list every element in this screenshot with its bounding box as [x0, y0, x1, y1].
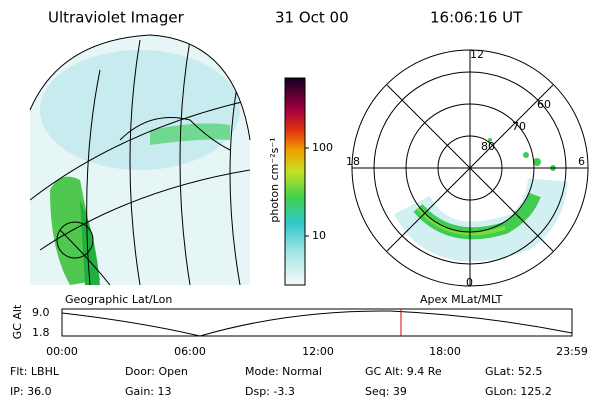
colorbar-unit: photon cm⁻²s⁻¹	[268, 137, 281, 222]
mlt-label: 18	[346, 155, 360, 168]
colorbar-tick-label: 10	[312, 229, 326, 242]
y-label: 9.0	[32, 306, 50, 319]
timeline-label: Geographic Lat/Lon	[65, 293, 172, 306]
footer-field: GC Alt: 9.4 Re	[365, 365, 442, 378]
colorbar	[284, 77, 306, 286]
lat-label: 80	[481, 140, 495, 153]
instrument: Ultraviolet Imager	[48, 9, 185, 27]
timeline-box	[61, 308, 573, 337]
limb	[29, 34, 251, 141]
time-label: 23:59	[556, 345, 588, 358]
footer-field: GLat: 52.5	[485, 365, 542, 378]
footer-field: Flt: LBHL	[10, 365, 60, 378]
lat-label: 70	[512, 120, 526, 133]
footer-field: Dsp: -3.3	[245, 385, 295, 398]
y-label: 1.8	[32, 326, 50, 339]
footer-field: IP: 36.0	[10, 385, 52, 398]
footer-field: Mode: Normal	[245, 365, 322, 378]
footer-field: GLon: 125.2	[485, 385, 552, 398]
mlt-label: 12	[470, 48, 484, 61]
footer: Flt: LBHL Door: Open Mode: Normal GC Alt: 9…	[10, 365, 552, 398]
lat-label: 60	[537, 98, 551, 111]
altitude-curve	[61, 310, 573, 337]
time-label: 00:00	[46, 345, 78, 358]
mlt-label: 0	[466, 276, 473, 289]
date: 31 Oct 00	[275, 9, 349, 27]
footer-field: Gain: 13	[125, 385, 172, 398]
timeline-label: Apex MLat/MLT	[420, 293, 503, 306]
time: 16:06:16 UT	[430, 9, 523, 27]
footer-field: Door: Open	[125, 365, 188, 378]
colorbar-tick-label: 100	[312, 141, 333, 154]
time-label: 18:00	[429, 345, 461, 358]
time-label: 06:00	[174, 345, 206, 358]
mlt-label: 6	[578, 155, 585, 168]
globe-image	[30, 35, 250, 285]
time-label: 12:00	[302, 345, 334, 358]
polar-plot: 12 18 6 0 80 70 60	[346, 48, 589, 289]
footer-field: Seq: 39	[365, 385, 407, 398]
axis-label: GC Alt	[11, 304, 24, 339]
